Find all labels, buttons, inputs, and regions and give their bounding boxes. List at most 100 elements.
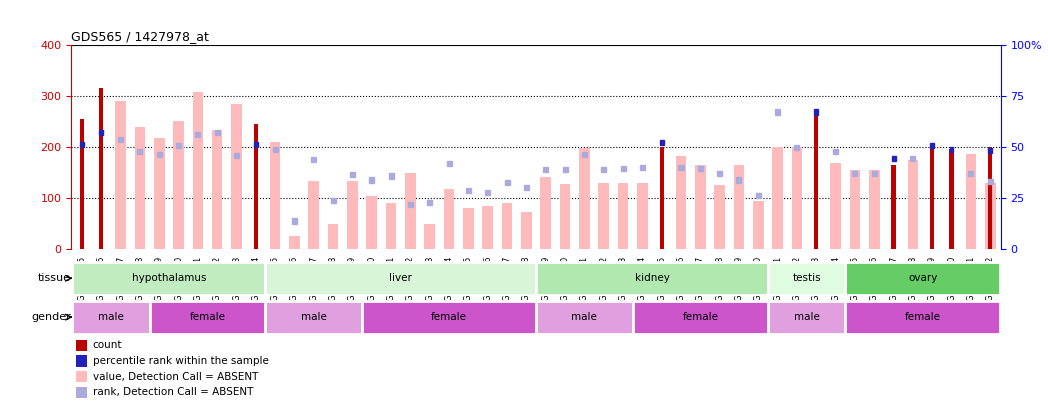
Bar <box>72 301 150 334</box>
Bar <box>446 161 452 166</box>
Bar <box>602 167 606 173</box>
Bar <box>72 262 265 295</box>
Bar <box>272 147 278 152</box>
Bar <box>931 149 935 249</box>
Text: rank, Detection Call = ABSENT: rank, Detection Call = ABSENT <box>92 387 253 397</box>
Text: hypothalamus: hypothalamus <box>132 273 206 283</box>
Bar <box>367 196 377 249</box>
Text: ovary: ovary <box>908 273 937 283</box>
Bar <box>598 183 609 249</box>
Bar <box>504 180 509 185</box>
Bar <box>830 163 840 249</box>
Text: male: male <box>301 312 327 322</box>
Bar <box>791 147 803 249</box>
Bar <box>949 149 954 249</box>
Text: count: count <box>92 340 123 350</box>
Bar <box>176 143 181 148</box>
Text: female: female <box>682 312 718 322</box>
Bar <box>406 173 416 249</box>
Bar <box>308 181 320 249</box>
Bar <box>640 165 645 170</box>
Bar <box>536 262 768 295</box>
Bar <box>389 173 394 179</box>
Bar <box>521 212 531 249</box>
Bar <box>134 128 146 249</box>
Bar <box>232 104 242 249</box>
Bar <box>215 130 220 135</box>
Bar <box>543 167 548 173</box>
Bar <box>698 166 703 171</box>
Bar <box>768 301 846 334</box>
Text: tissue: tissue <box>38 273 70 283</box>
Bar <box>985 183 996 249</box>
Bar <box>869 170 879 249</box>
Bar <box>428 200 432 205</box>
Bar <box>115 101 126 249</box>
Text: testis: testis <box>792 273 821 283</box>
Bar <box>633 301 768 334</box>
Bar <box>717 171 722 176</box>
Bar <box>734 165 744 249</box>
Bar <box>289 236 300 249</box>
Text: male: male <box>793 312 820 322</box>
Bar <box>737 177 742 183</box>
Bar <box>502 203 512 249</box>
Bar <box>988 148 992 153</box>
Bar <box>408 202 413 207</box>
Bar <box>75 355 87 367</box>
Bar <box>363 301 536 334</box>
Bar <box>75 371 87 382</box>
Bar <box>154 138 165 249</box>
Bar <box>852 171 857 176</box>
Bar <box>269 142 281 249</box>
Bar <box>100 130 103 135</box>
Bar <box>772 147 783 249</box>
Text: gender: gender <box>31 312 70 322</box>
Text: kidney: kidney <box>635 273 670 283</box>
Bar <box>424 224 435 249</box>
Bar <box>794 145 800 150</box>
Bar <box>988 147 992 249</box>
Bar <box>254 142 258 147</box>
Text: female: female <box>431 312 467 322</box>
Text: percentile rank within the sample: percentile rank within the sample <box>92 356 268 366</box>
Bar <box>157 152 161 157</box>
Bar <box>173 121 183 249</box>
Bar <box>892 156 895 161</box>
Bar <box>254 124 258 249</box>
Bar <box>118 136 123 142</box>
Bar <box>541 177 551 249</box>
Bar <box>80 119 84 249</box>
Bar <box>678 165 683 170</box>
Bar <box>872 171 877 176</box>
Bar <box>814 109 818 115</box>
Bar <box>892 165 896 249</box>
Text: male: male <box>571 312 597 322</box>
Bar <box>195 132 200 137</box>
Bar <box>150 301 265 334</box>
Bar <box>908 160 918 249</box>
Bar <box>265 262 537 295</box>
Bar <box>536 301 633 334</box>
Bar <box>137 149 143 154</box>
Bar <box>234 153 239 158</box>
Bar <box>369 177 374 183</box>
Bar <box>75 339 87 351</box>
Bar <box>386 203 396 249</box>
Bar <box>482 206 493 249</box>
Bar <box>814 113 818 249</box>
Bar <box>695 165 705 249</box>
Bar <box>931 143 934 148</box>
Bar <box>80 142 84 147</box>
Bar <box>350 173 355 177</box>
Bar <box>563 167 568 173</box>
Bar <box>466 188 471 193</box>
Text: male: male <box>97 312 124 322</box>
Text: liver: liver <box>390 273 412 283</box>
Bar <box>776 109 780 115</box>
Bar <box>292 218 297 224</box>
Bar <box>330 198 335 203</box>
Text: female: female <box>904 312 940 322</box>
Bar <box>659 147 663 249</box>
Bar <box>752 200 764 249</box>
